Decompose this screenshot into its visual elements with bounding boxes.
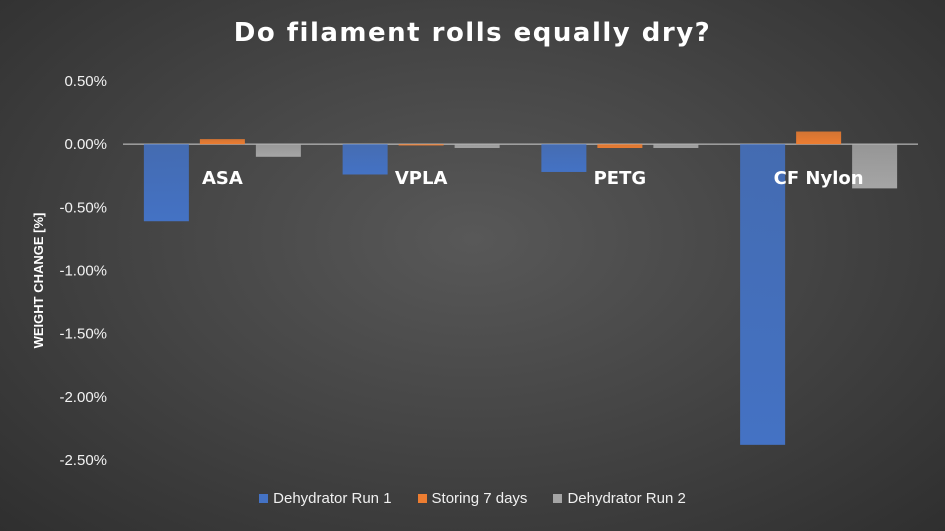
- legend-swatch: [417, 494, 427, 503]
- bar-dehydrator-run-2-cf-nylon: [852, 144, 898, 189]
- y-axis-title: WEIGHT CHANGE [%]: [31, 213, 46, 349]
- bar-dehydrator-run-2-asa: [255, 144, 301, 157]
- category-label: ASA: [202, 168, 243, 189]
- legend-label: Dehydrator Run 2: [567, 490, 686, 507]
- category-label: VPLA: [395, 168, 448, 189]
- y-tick-label: -2.50%: [59, 452, 107, 469]
- legend: Dehydrator Run 1 Storing 7 days Dehydrator…: [0, 490, 945, 507]
- bar-dehydrator-run-1-vpla: [342, 144, 388, 175]
- legend-item: Dehydrator Run 2: [553, 490, 686, 507]
- legend-label: Storing 7 days: [431, 490, 528, 507]
- bar-storing-7-days-asa: [199, 139, 245, 145]
- legend-swatch: [553, 494, 563, 503]
- category-label: CF Nylon: [774, 168, 864, 189]
- legend-item: Storing 7 days: [417, 490, 528, 507]
- y-axis-ticks: 0.50% 0.00% -0.50% -1.00% -1.50% -2.00% -2.50%: [59, 73, 107, 469]
- bar-dehydrator-run-1-asa: [143, 144, 189, 222]
- bar-storing-7-days-vpla: [398, 144, 444, 146]
- bars: [143, 131, 898, 445]
- y-tick-label: -1.50%: [59, 326, 107, 343]
- category-labels: ASA VPLA PETG CF Nylon: [202, 168, 864, 189]
- y-tick-label: 0.50%: [64, 73, 107, 90]
- legend-swatch: [259, 494, 269, 503]
- bar-dehydrator-run-1-cf-nylon: [740, 144, 786, 445]
- category-label: PETG: [594, 168, 647, 189]
- bar-storing-7-days-petg: [597, 144, 643, 148]
- bar-storing-7-days-cf-nylon: [796, 131, 842, 145]
- bar-dehydrator-run-2-petg: [653, 144, 699, 148]
- y-tick-label: -0.50%: [59, 199, 107, 216]
- bar-dehydrator-run-1-petg: [541, 144, 587, 172]
- bar-dehydrator-run-2-vpla: [454, 144, 500, 148]
- y-tick-label: -1.00%: [59, 263, 107, 280]
- y-tick-label: -2.00%: [59, 389, 107, 406]
- chart-title: Do filament rolls equally dry?: [233, 18, 712, 48]
- legend-item: Dehydrator Run 1: [259, 490, 392, 507]
- y-tick-label: 0.00%: [64, 136, 107, 153]
- legend-label: Dehydrator Run 1: [273, 490, 392, 507]
